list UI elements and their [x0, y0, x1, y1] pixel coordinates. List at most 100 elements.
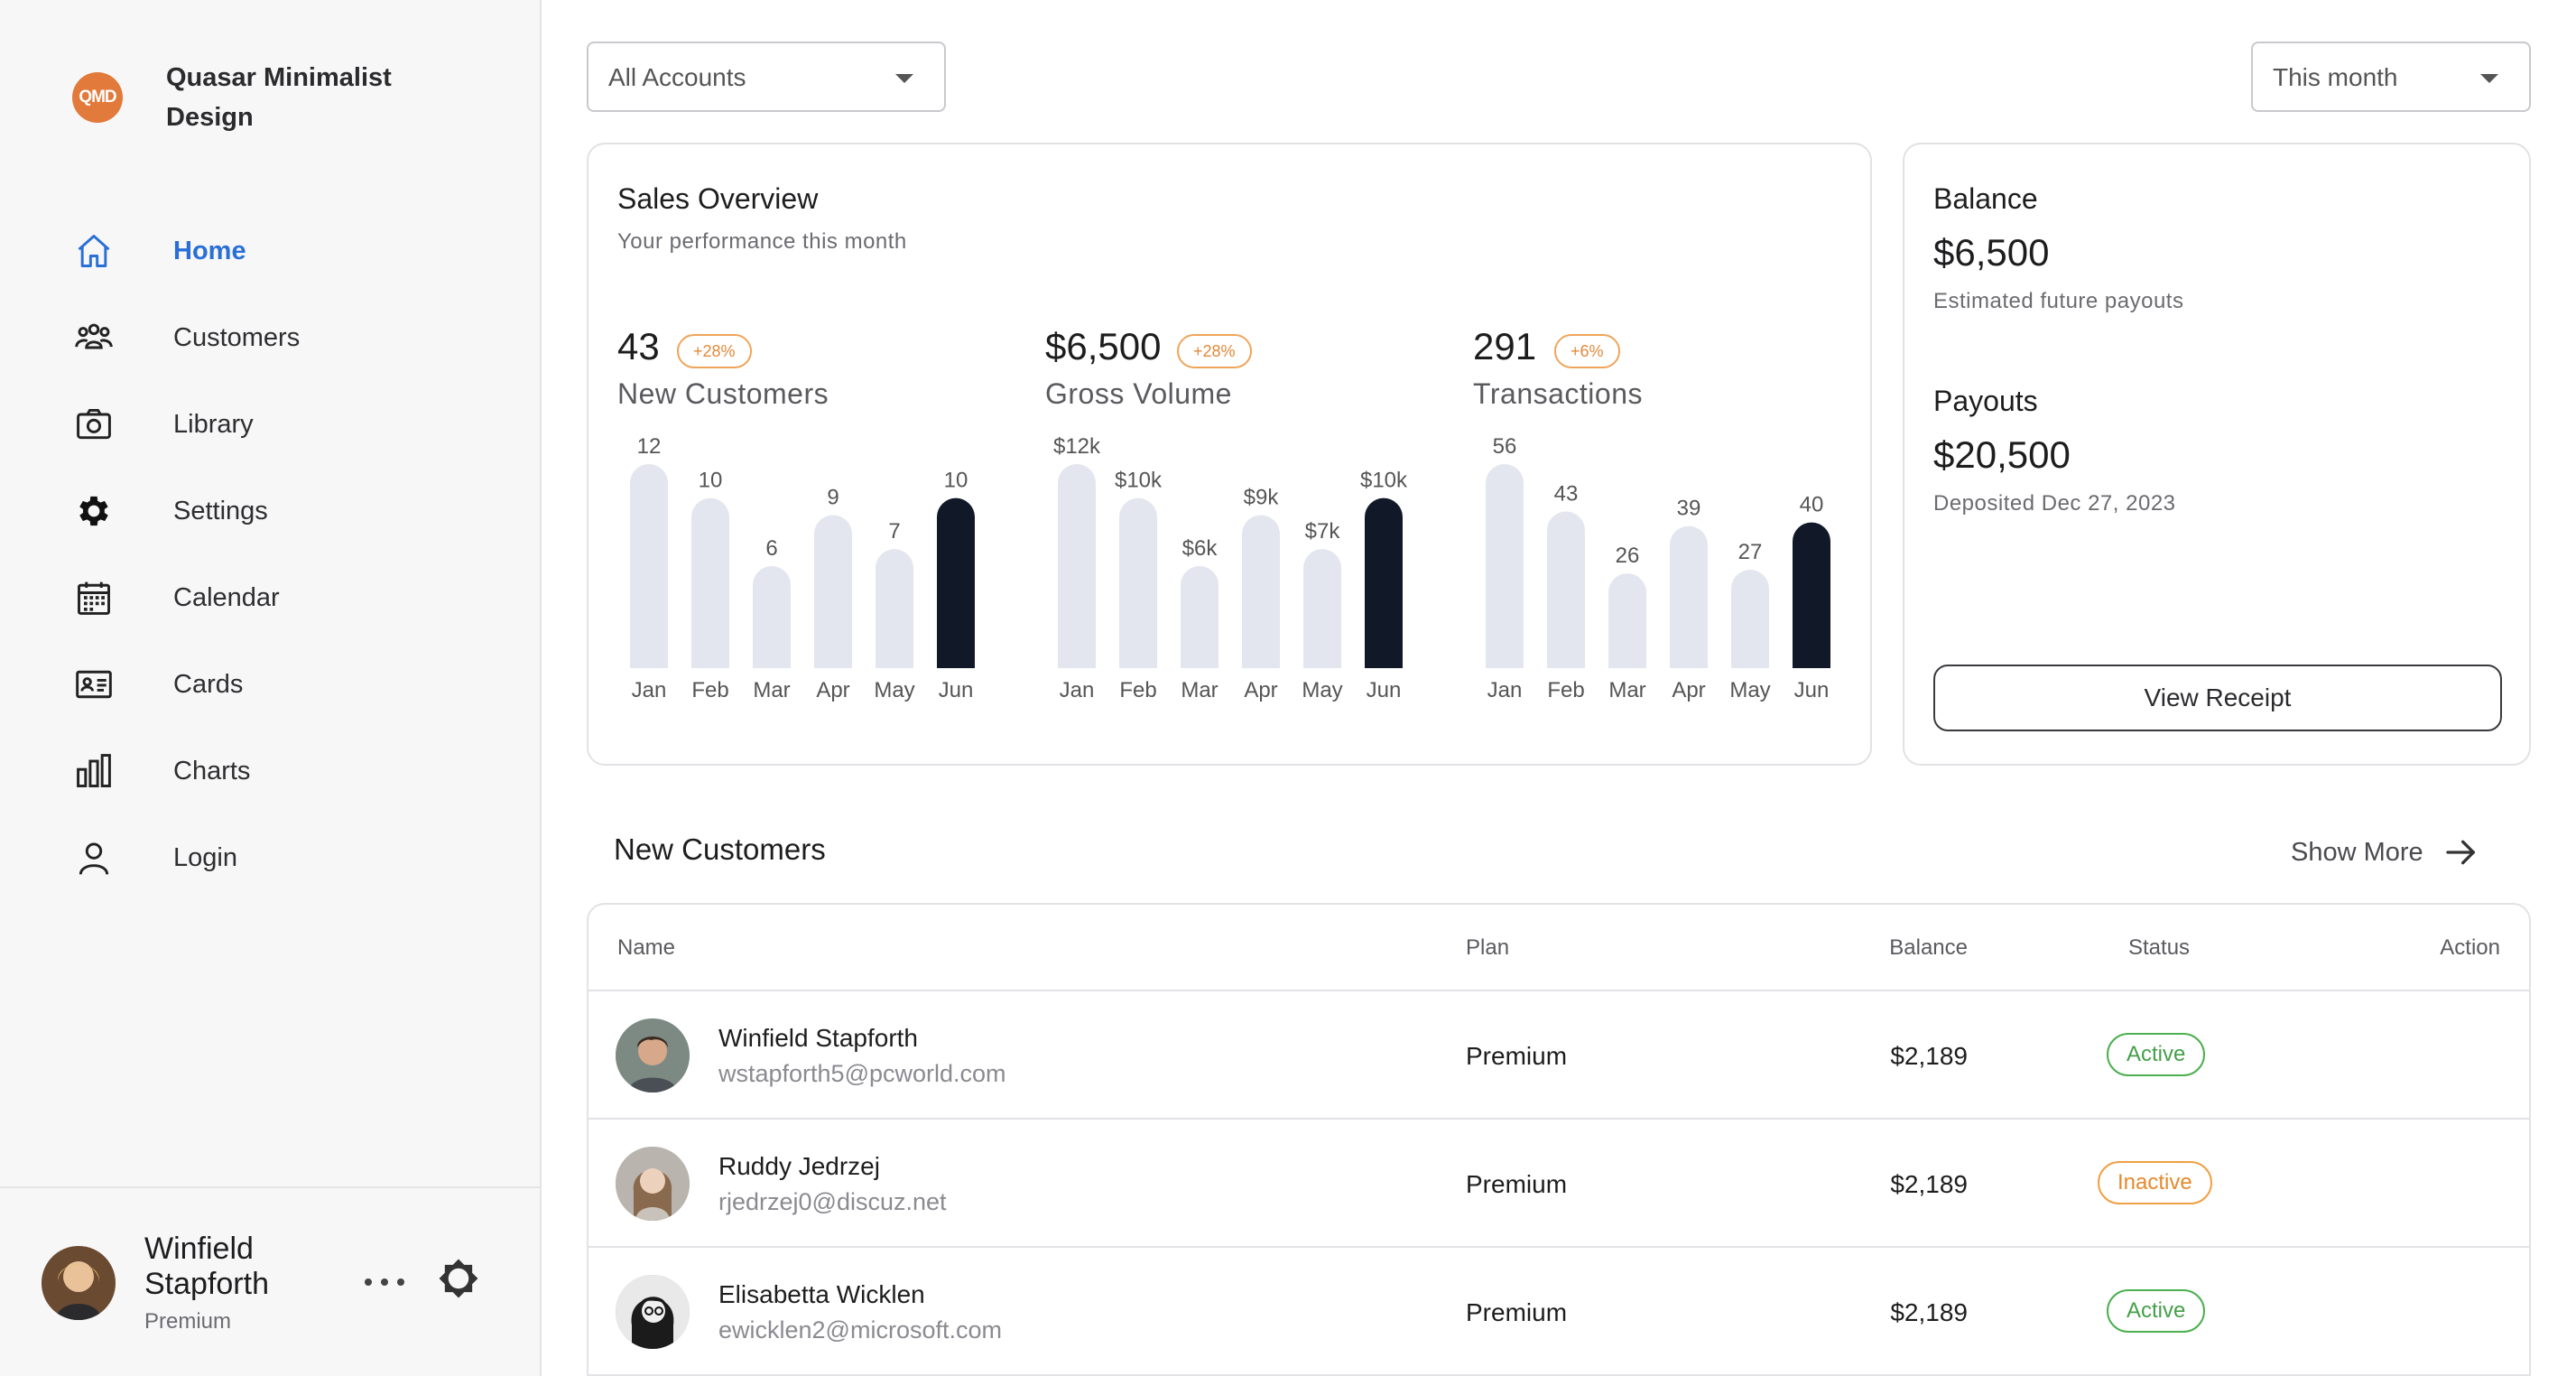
bar-value-label: 9 [827, 486, 839, 510]
bar-mar[interactable] [1181, 566, 1219, 668]
accounts-select[interactable]: All Accounts [587, 42, 946, 112]
brand[interactable]: QMD Quasar Minimalist Design [72, 58, 437, 137]
people-icon [72, 316, 116, 359]
x-tick-label: Jan [1487, 678, 1523, 702]
bar-value-label: 6 [765, 536, 777, 561]
arrow-right-icon [2446, 840, 2475, 865]
x-tick-label: Jun [1367, 678, 1402, 702]
sidebar: QMD Quasar Minimalist Design Home Custom… [0, 0, 542, 1376]
sidebar-item-settings[interactable]: Settings [72, 468, 505, 554]
bar-feb[interactable] [1119, 497, 1157, 668]
chevron-down-icon [2480, 74, 2498, 83]
sidebar-item-cards[interactable]: Cards [72, 641, 505, 728]
sidebar-item-label: Charts [173, 756, 251, 786]
balance-note: Estimated future payouts [1933, 289, 2184, 313]
bar-jan[interactable] [1486, 464, 1524, 668]
customer-balance: $2,189 [1890, 1042, 1968, 1070]
bar-value-label: $6k [1182, 536, 1219, 561]
bar-value-label: 40 [1800, 493, 1824, 517]
bar-may[interactable] [1303, 549, 1341, 668]
bar-mar[interactable] [753, 566, 791, 668]
bar-feb[interactable] [691, 497, 729, 668]
sidebar-item-login[interactable]: Login [72, 814, 505, 901]
sidebar-item-label: Cards [173, 669, 244, 699]
status-badge: Active [2107, 1289, 2206, 1333]
bar-may[interactable] [1731, 570, 1769, 668]
balance-label: Balance [1933, 182, 2038, 215]
column-header-balance[interactable]: Balance [1889, 935, 1968, 960]
avatar[interactable] [42, 1246, 116, 1320]
x-tick-label: May [874, 678, 914, 702]
x-tick-label: Apr [816, 678, 849, 702]
table-row[interactable]: Elisabetta Wicklen ewicklen2@microsoft.c… [588, 1248, 2529, 1376]
bar-apr[interactable] [814, 515, 852, 669]
bar-value-label: 10 [944, 469, 968, 493]
bar-chart-gross-volume: $12k Jan $10k Feb $6k Mar $9k Apr $7k May $10k Jun [1045, 415, 1442, 704]
bar-jun[interactable] [937, 497, 975, 668]
table-row[interactable]: Ruddy Jedrzej rjedrzej0@discuz.net Premi… [588, 1120, 2529, 1248]
x-tick-label: Mar [1181, 678, 1218, 702]
gear-icon [72, 489, 116, 533]
bar-jan[interactable] [1058, 464, 1096, 668]
chevron-down-icon [895, 74, 913, 83]
bar-feb[interactable] [1547, 511, 1585, 668]
sidebar-item-charts[interactable]: Charts [72, 728, 505, 814]
period-select[interactable]: This month [2251, 42, 2531, 112]
user-plan: Premium [144, 1309, 232, 1334]
column-header-plan[interactable]: Plan [1466, 935, 1510, 960]
x-tick-label: Jun [1794, 678, 1830, 702]
metric-value: 291 [1473, 325, 1537, 367]
show-more-label: Show More [2291, 837, 2423, 867]
bar-mar[interactable] [1608, 573, 1646, 668]
customer-email: ewicklen2@microsoft.com [718, 1316, 1002, 1343]
table-header: Name Plan Balance Status Action [588, 905, 2529, 991]
sidebar-item-label: Customers [173, 322, 301, 352]
sidebar-item-customers[interactable]: Customers [72, 294, 505, 381]
bar-value-label: 43 [1554, 481, 1579, 506]
brand-logo: QMD [72, 72, 123, 123]
sales-overview-card: Sales Overview Your performance this mon… [587, 143, 1872, 766]
column-header-status[interactable]: Status [2128, 935, 2191, 960]
metric-label: New Customers [617, 377, 829, 410]
column-header-name[interactable]: Name [617, 935, 676, 960]
bar-value-label: $9k [1244, 486, 1280, 510]
period-select-value: This month [2273, 63, 2398, 91]
avatar [616, 1275, 690, 1349]
brightness-icon[interactable] [435, 1255, 482, 1302]
bar-jun[interactable] [1793, 522, 1830, 668]
sidebar-item-library[interactable]: Library [72, 381, 505, 468]
customer-plan: Premium [1466, 1170, 1568, 1198]
x-tick-label: May [1302, 678, 1342, 702]
balance-amount: $6,500 [1933, 231, 2050, 274]
sidebar-item-label: Library [173, 409, 254, 439]
customer-email: rjedrzej0@discuz.net [718, 1188, 947, 1215]
bar-jun[interactable] [1365, 497, 1403, 668]
bar-apr[interactable] [1670, 525, 1708, 668]
table-row[interactable]: Winfield Stapforth wstapforth5@pcworld.c… [588, 991, 2529, 1120]
bar-value-label: 10 [699, 469, 723, 493]
show-more-link[interactable]: Show More [2291, 832, 2479, 872]
avatar [616, 1147, 690, 1221]
metric-gross-volume: $6,500 +28% Gross Volume $12k Jan $10k Feb $… [1045, 325, 1442, 702]
sidebar-item-home[interactable]: Home [72, 208, 505, 294]
payouts-note: Deposited Dec 27, 2023 [1933, 491, 2176, 516]
customer-plan: Premium [1466, 1298, 1568, 1326]
x-tick-label: Apr [1672, 678, 1705, 702]
sidebar-item-calendar[interactable]: Calendar [72, 554, 505, 641]
metric-label: Transactions [1473, 377, 1643, 410]
x-tick-label: Mar [753, 678, 790, 702]
bar-value-label: 7 [888, 519, 900, 544]
customer-balance: $2,189 [1890, 1170, 1968, 1198]
bar-may[interactable] [876, 549, 913, 668]
view-receipt-button[interactable]: View Receipt [1933, 665, 2502, 731]
bar-apr[interactable] [1242, 515, 1280, 669]
more-options-icon[interactable] [365, 1269, 404, 1295]
x-tick-label: Mar [1608, 678, 1645, 702]
camera-icon [72, 403, 116, 446]
section-title: New Customers [614, 832, 826, 866]
bar-chart-new-customers: 12 Jan 10 Feb 6 Mar 9 Apr 7 May 10 Jun [617, 415, 1015, 704]
bar-jan[interactable] [630, 464, 668, 668]
bar-value-label: $7k [1305, 519, 1341, 544]
column-header-action[interactable]: Action [2440, 935, 2500, 960]
